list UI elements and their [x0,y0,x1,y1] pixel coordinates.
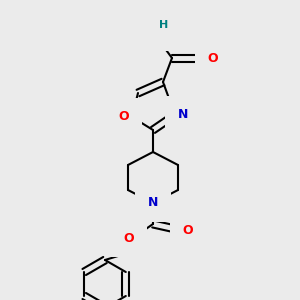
Text: N: N [178,109,188,122]
Text: O: O [148,26,158,38]
Text: O: O [183,224,193,236]
Text: H: H [159,20,169,30]
Text: O: O [208,52,218,64]
Text: O: O [124,232,134,244]
Text: N: N [148,196,158,209]
Text: O: O [119,110,129,124]
